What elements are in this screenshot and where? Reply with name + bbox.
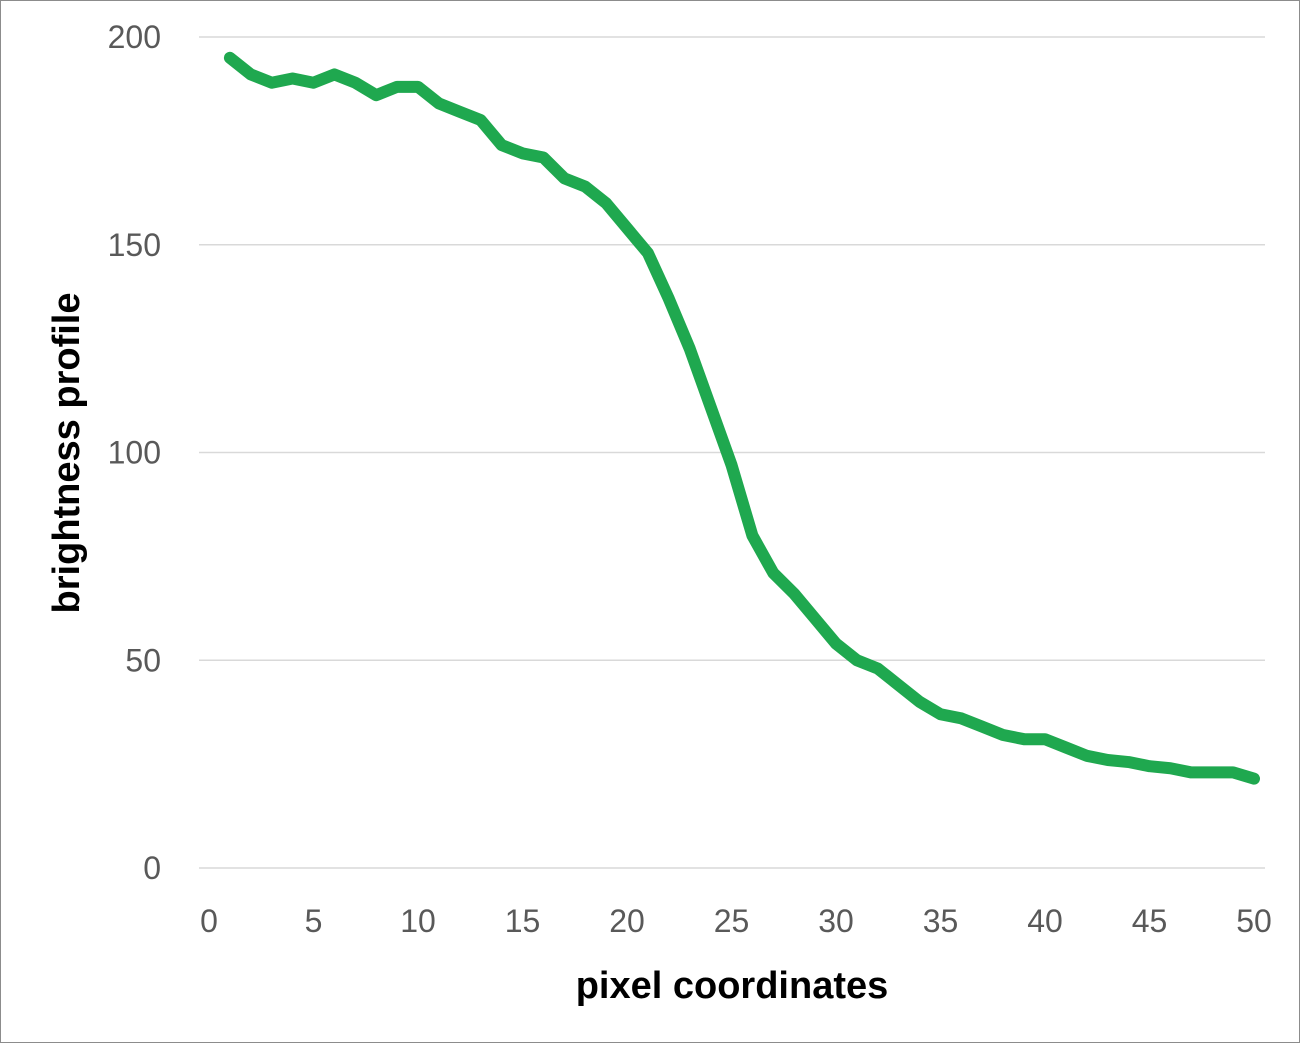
y-tick-label: 0	[143, 850, 161, 886]
x-tick-label: 30	[818, 903, 854, 939]
x-tick-label: 40	[1027, 903, 1063, 939]
x-tick-label: 0	[200, 903, 218, 939]
series-line	[223, 51, 1260, 785]
x-tick-label: 15	[505, 903, 541, 939]
x-tick-label: 5	[305, 903, 323, 939]
x-tick-labels: 0 5 10 15 20 25 30 35 40 45 50	[200, 903, 1272, 939]
x-tick-label: 45	[1132, 903, 1168, 939]
x-tick-label: 35	[923, 903, 959, 939]
y-tick-label: 50	[125, 642, 161, 678]
x-tick-label: 10	[400, 903, 436, 939]
series-layer	[223, 51, 1260, 785]
y-tick-label: 100	[108, 435, 161, 471]
y-tick-label: 150	[108, 227, 161, 263]
x-axis-title: pixel coordinates	[576, 965, 889, 1007]
y-tick-labels: 0 50 100 150 200	[108, 19, 161, 886]
x-tick-label: 25	[714, 903, 750, 939]
y-axis-title: brightness profile	[46, 293, 88, 614]
y-tick-label: 200	[108, 19, 161, 55]
x-tick-label: 50	[1236, 903, 1272, 939]
x-tick-label: 20	[609, 903, 645, 939]
